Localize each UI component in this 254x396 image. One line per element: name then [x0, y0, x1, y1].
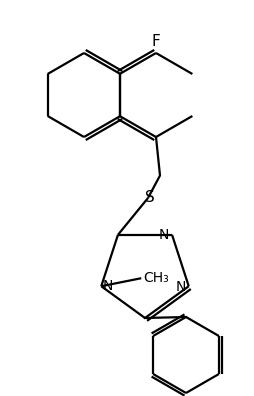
Text: N: N [175, 280, 186, 294]
Text: F: F [152, 34, 160, 49]
Text: N: N [159, 228, 169, 242]
Text: N: N [102, 279, 113, 293]
Text: S: S [145, 190, 155, 206]
Text: CH₃: CH₃ [143, 271, 169, 285]
